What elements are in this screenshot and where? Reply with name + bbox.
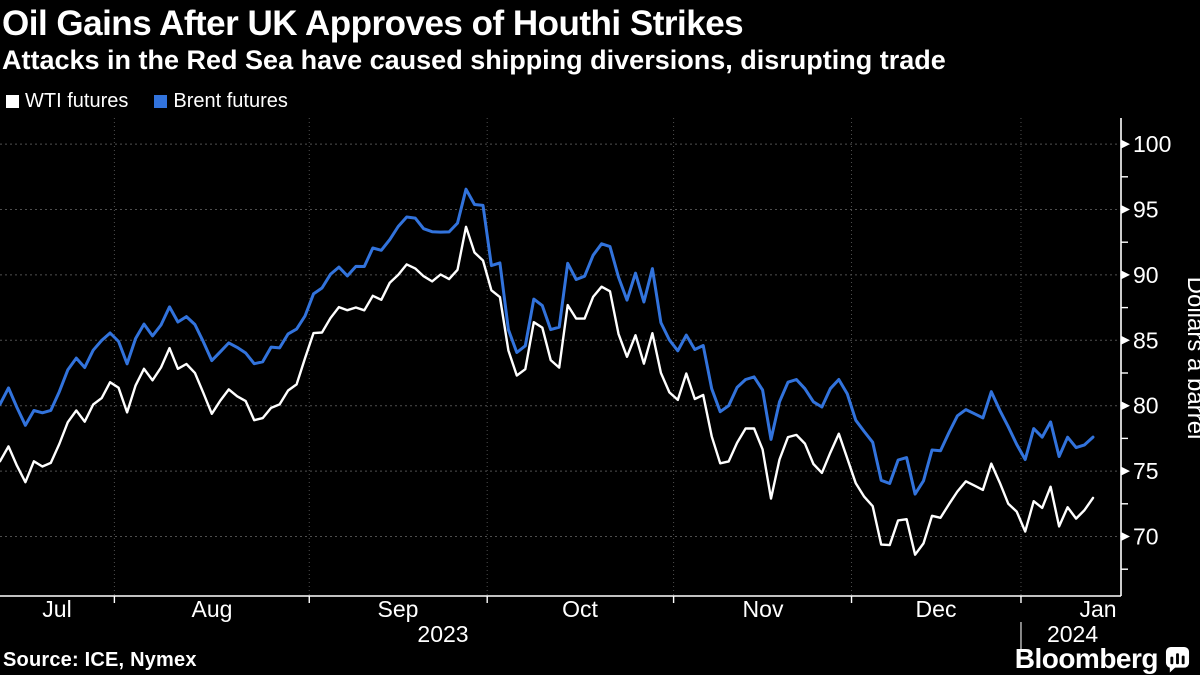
x-tick-label: Jul bbox=[42, 596, 71, 622]
legend-label-brent: Brent futures bbox=[173, 90, 288, 112]
bloomberg-logo: Bloomberg bbox=[1015, 643, 1190, 675]
y-tick-label: 80 bbox=[1133, 393, 1159, 419]
y-tick-label: 100 bbox=[1133, 131, 1171, 157]
year-label-2024: 2024 bbox=[1047, 621, 1098, 647]
y-tick-label: 90 bbox=[1133, 262, 1159, 288]
chart-legend: WTI futures Brent futures bbox=[6, 90, 288, 113]
legend-label-wti: WTI futures bbox=[25, 90, 129, 112]
y-tick-label: 75 bbox=[1133, 458, 1159, 484]
x-tick-label: Oct bbox=[562, 596, 598, 622]
y-tick-arrow-icon bbox=[1121, 205, 1130, 214]
x-tick-label: Sep bbox=[378, 596, 419, 622]
y-tick-label: 95 bbox=[1133, 197, 1159, 223]
y-tick-arrow-icon bbox=[1121, 139, 1130, 149]
y-tick-arrow-icon bbox=[1121, 335, 1130, 345]
brent-swatch-icon bbox=[154, 95, 168, 108]
legend-item-wti: WTI futures bbox=[6, 90, 128, 113]
bloomberg-chart-icon bbox=[1165, 646, 1190, 672]
bloomberg-logo-text: Bloomberg bbox=[1014, 643, 1159, 674]
wti-swatch-icon bbox=[6, 95, 19, 108]
brent-line bbox=[0, 187, 1095, 496]
x-tick-label: Nov bbox=[743, 596, 784, 622]
y-tick-label: 70 bbox=[1133, 524, 1159, 550]
legend-item-brent: Brent futures bbox=[154, 90, 288, 113]
wti-line bbox=[0, 225, 1095, 556]
y-tick-arrow-icon bbox=[1121, 401, 1130, 411]
y-axis-title: Dollars a barrel bbox=[1182, 277, 1200, 440]
y-tick-arrow-icon bbox=[1121, 532, 1130, 541]
year-label-2023: 2023 bbox=[417, 621, 468, 647]
x-tick-label: Jan bbox=[1079, 596, 1116, 622]
y-tick-arrow-icon bbox=[1121, 466, 1130, 476]
page-title: Oil Gains After UK Approves of Houthi St… bbox=[2, 4, 744, 43]
page-subtitle: Attacks in the Red Sea have caused shipp… bbox=[2, 45, 946, 75]
source-note: Source: ICE, Nymex bbox=[3, 649, 197, 671]
x-tick-label: Aug bbox=[192, 596, 233, 622]
y-tick-label: 85 bbox=[1133, 327, 1159, 353]
x-tick-label: Dec bbox=[916, 596, 957, 622]
y-tick-arrow-icon bbox=[1121, 270, 1130, 280]
